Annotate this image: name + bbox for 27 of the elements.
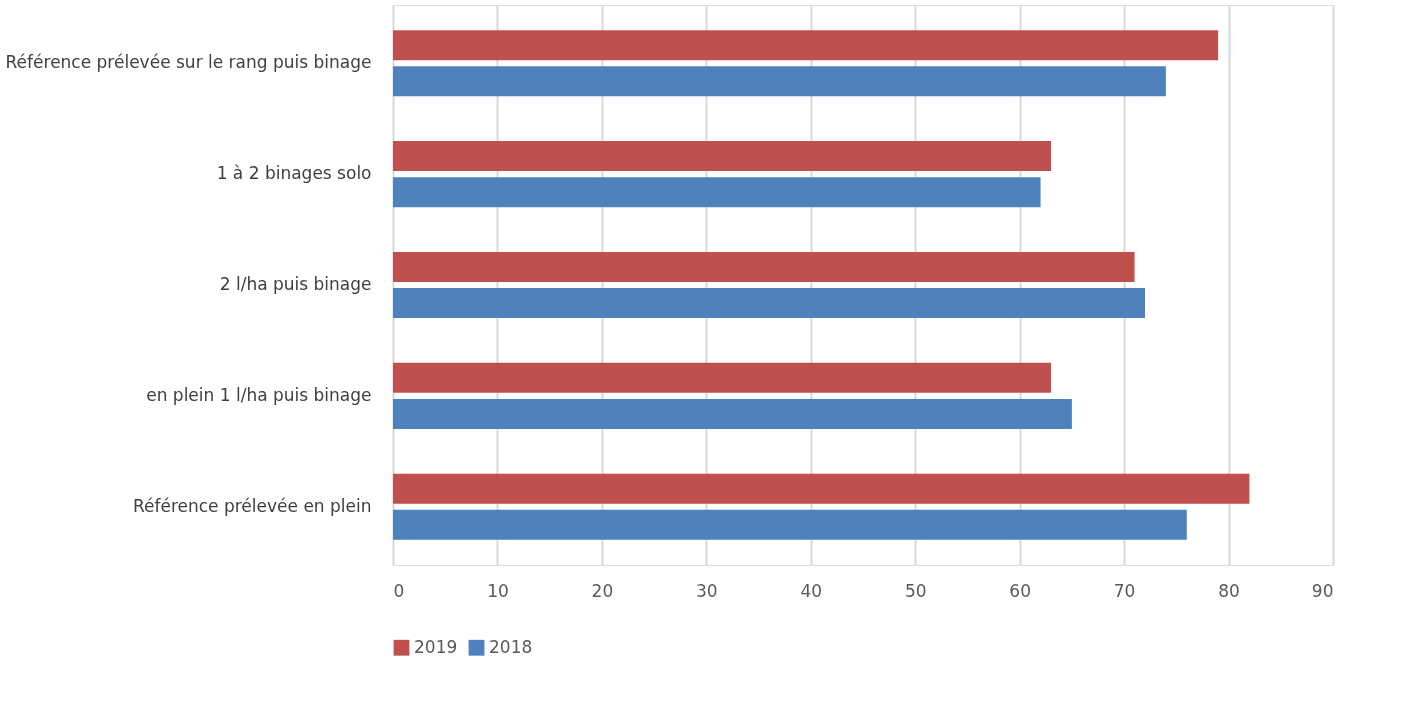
x-tick-label: 80 xyxy=(1218,580,1240,601)
bar xyxy=(393,141,1051,172)
bar xyxy=(393,30,1219,61)
x-tick-label: 10 xyxy=(487,580,509,601)
x-tick-label: 60 xyxy=(1009,580,1031,601)
bar xyxy=(393,473,1250,504)
bar xyxy=(393,66,1166,97)
y-tick-label: Référence prélevée en plein xyxy=(132,495,372,516)
y-tick-label: 2 l/ha puis binage xyxy=(219,274,372,294)
x-tick-label: 0 xyxy=(393,580,405,601)
bar xyxy=(393,251,1135,282)
bar xyxy=(393,398,1072,429)
x-tick-label: 90 xyxy=(1311,580,1334,601)
legend-label: 2018 xyxy=(489,636,533,657)
legend-label: 2019 xyxy=(414,636,458,657)
y-tick-label: Référence prélevée sur le rang puis binage xyxy=(5,52,372,73)
bar xyxy=(393,509,1187,540)
x-tick-label: 70 xyxy=(1113,580,1136,601)
bar xyxy=(393,177,1041,208)
bar xyxy=(393,288,1145,319)
x-tick-label: 30 xyxy=(696,580,718,601)
x-tick-label: 50 xyxy=(904,580,927,601)
x-tick-label: 40 xyxy=(800,580,823,601)
bar xyxy=(393,362,1051,393)
x-tick-label: 20 xyxy=(591,580,614,601)
y-tick-label: en plein 1 l/ha puis binage xyxy=(146,384,372,405)
y-tick-label: 1 à 2 binages solo xyxy=(216,163,372,184)
